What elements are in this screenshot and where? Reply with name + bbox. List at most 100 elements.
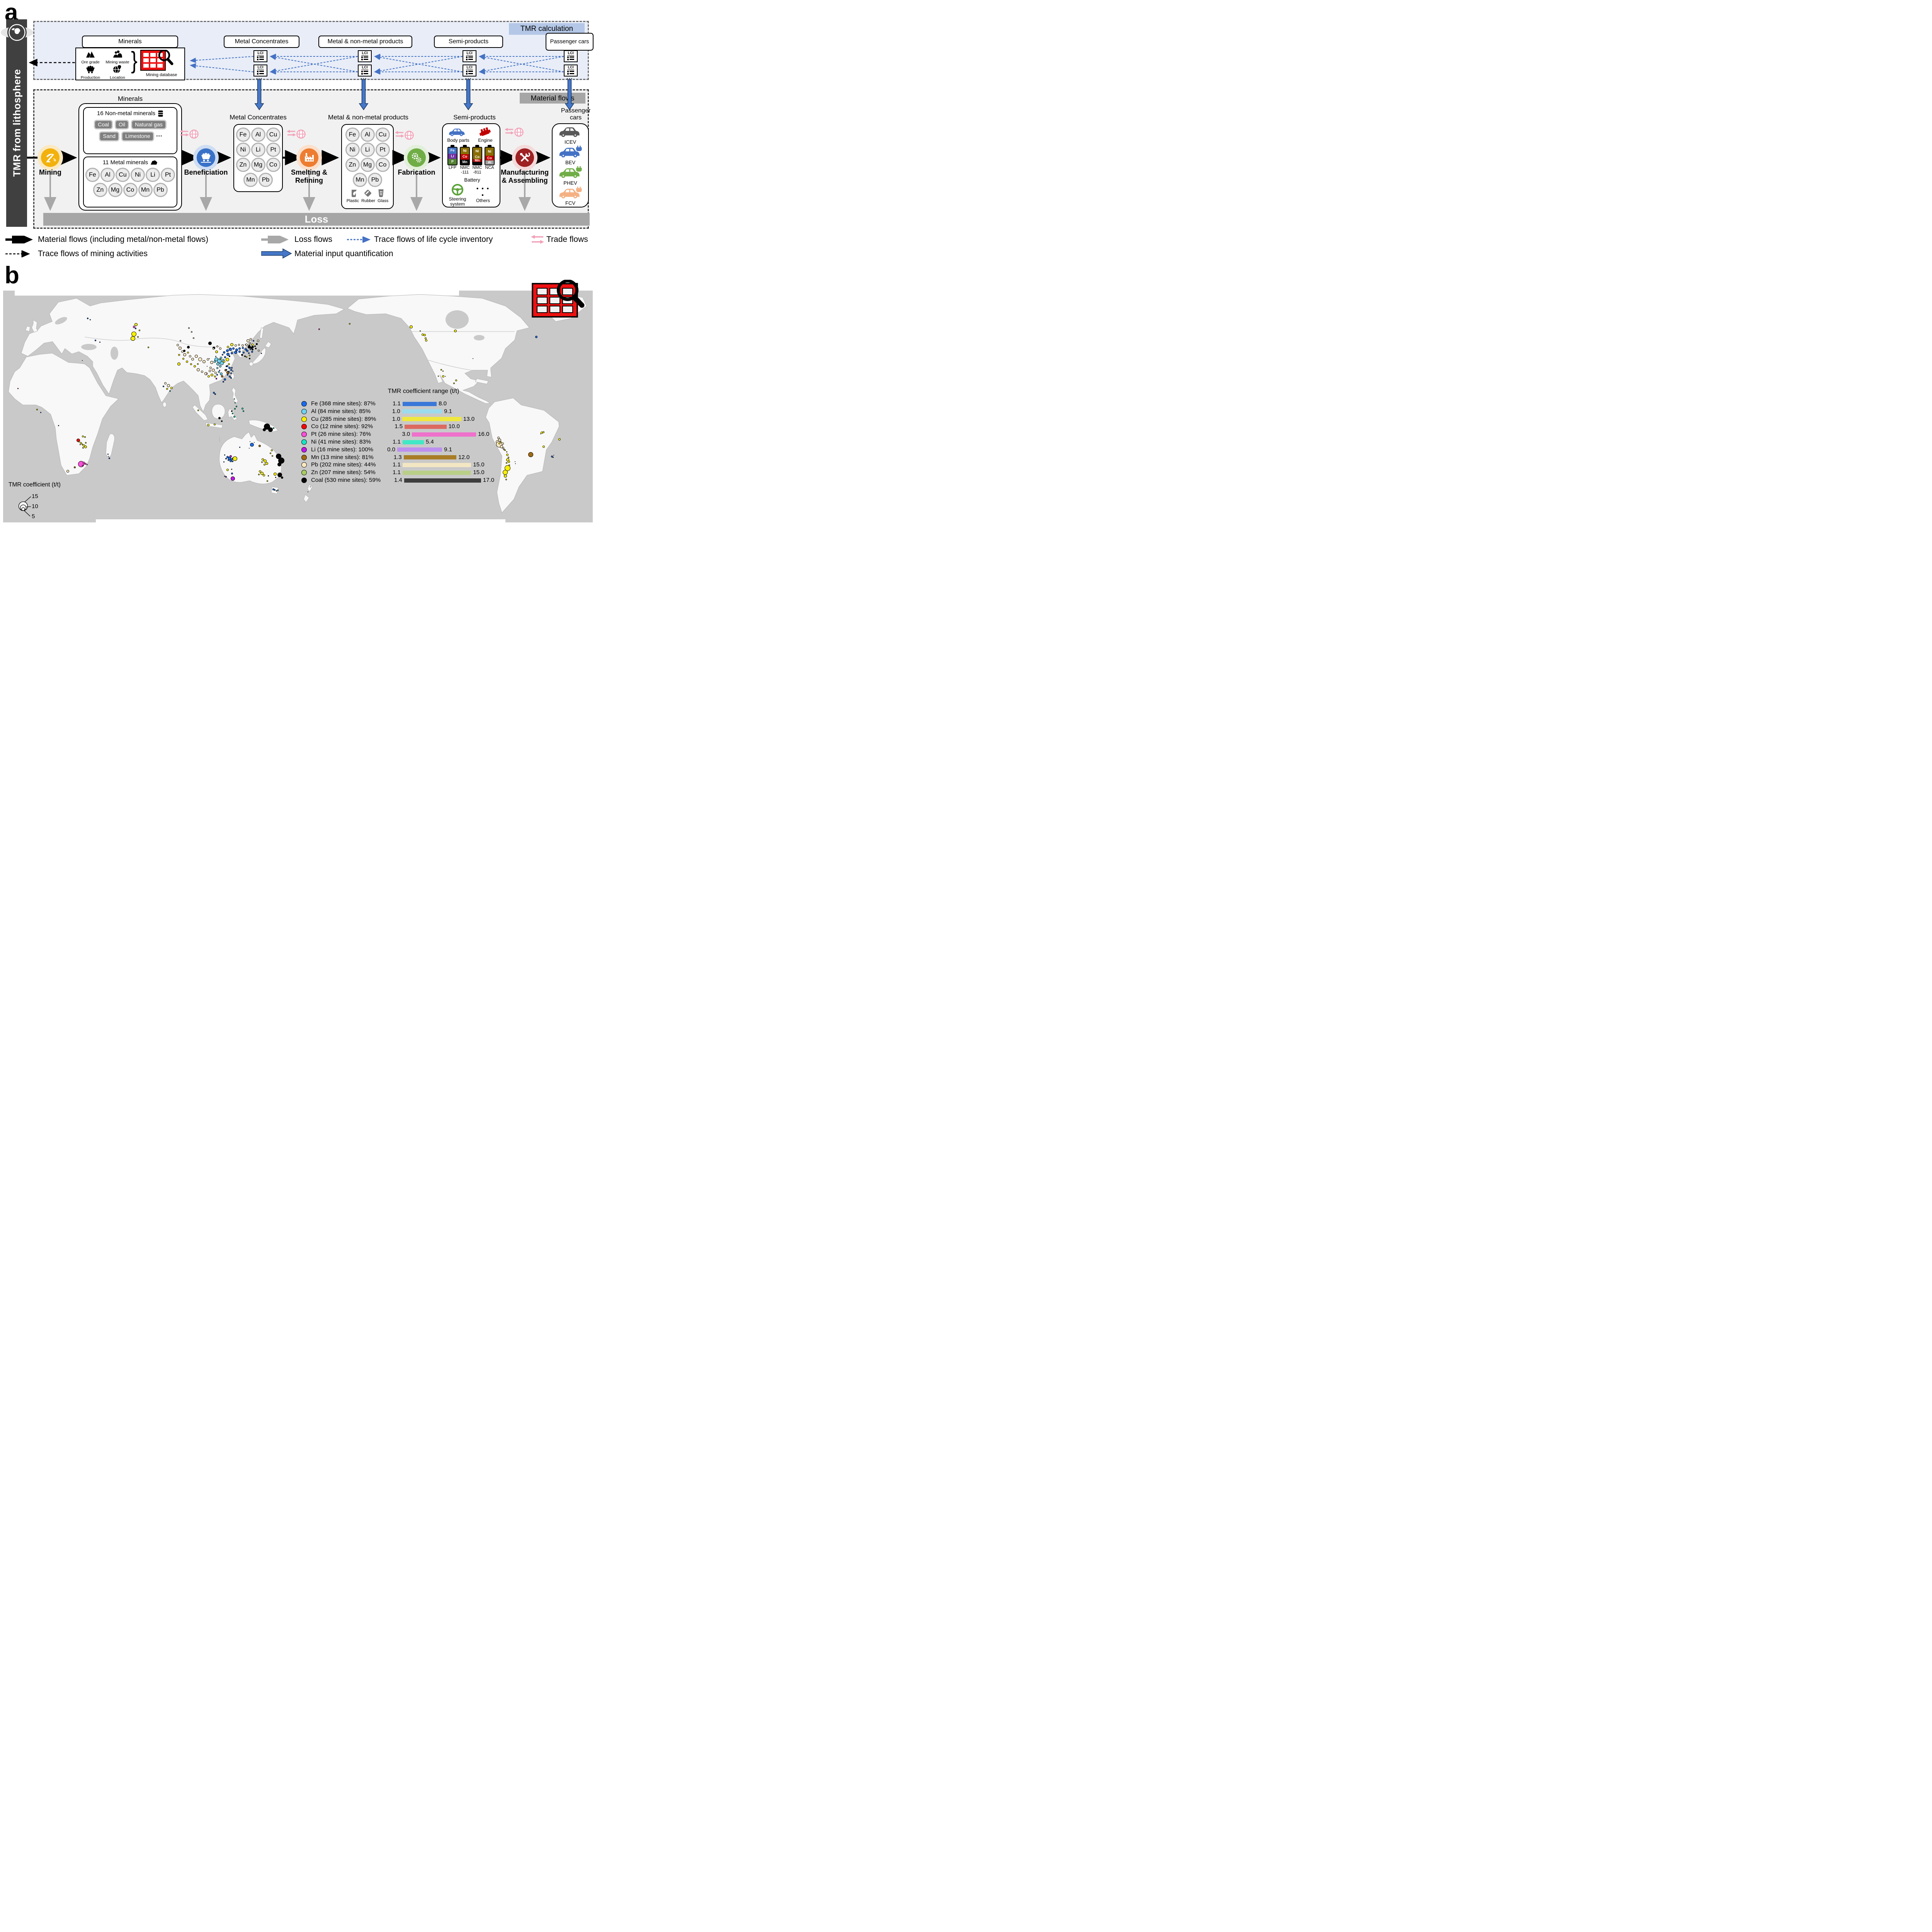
range-min: 1.3: [393, 454, 402, 461]
legend-loss-flows: Loss flows: [294, 235, 333, 244]
mine-site-al: [224, 475, 225, 477]
mine-site-fe: [227, 459, 230, 461]
mine-site-cu: [274, 473, 277, 476]
mine-site-cu: [261, 461, 263, 463]
svg-text:15: 15: [32, 493, 38, 500]
material-flows-arrow-icon: [5, 236, 33, 243]
mine-site-fe: [260, 352, 262, 354]
mineral-element: Co: [123, 183, 138, 197]
mine-site-cu: [263, 474, 265, 476]
car-phev-icon: PHEV: [553, 166, 588, 185]
mine-site-pb: [179, 347, 182, 350]
svg-text:10: 10: [32, 503, 38, 510]
mine-site-coal: [267, 475, 269, 476]
mine-site-fe: [89, 319, 91, 320]
figure: a TMR from lithosphere TMR calculation M…: [0, 0, 596, 523]
tmr-range-legend-title: TMR coefficient range (t/t): [388, 388, 459, 395]
mine-site-cu: [542, 431, 544, 433]
steering-icon: [452, 184, 463, 196]
mine-site-cu: [197, 410, 199, 411]
mine-site-cu: [506, 462, 507, 464]
mine-site-li: [216, 378, 217, 379]
range-min: 1.5: [395, 423, 403, 430]
stage-label: Manufacturing & Assembling: [501, 168, 549, 184]
mine-site-coal: [250, 347, 253, 349]
mine-site-cu: [543, 446, 545, 448]
production-label: Production: [80, 75, 100, 80]
mine-site-coal: [218, 417, 221, 419]
mine-site-cu: [230, 343, 233, 346]
mine-site-pb: [212, 347, 214, 350]
range-bar-co: [405, 424, 447, 429]
mine-site-cu: [442, 375, 444, 378]
mine-site-fe: [238, 347, 241, 350]
mine-site-cu: [166, 388, 168, 390]
concentrate-element: Zn: [236, 158, 250, 172]
mineral-element: Li: [146, 168, 160, 182]
stage-icon-fabrication: [407, 148, 426, 167]
mine-site-cu: [419, 330, 421, 332]
mine-site-coal: [229, 355, 230, 357]
mine-site-cu: [215, 350, 218, 353]
glass-icon: [378, 189, 384, 197]
mine-site-fe: [109, 457, 110, 459]
mine-site-cu: [455, 379, 457, 381]
metal-concentrates-box: Fe Al Cu Ni Li Pt Zn Mg Co Mn Pb: [233, 124, 283, 192]
range-max: 16.0: [478, 431, 490, 438]
product-element: Cu: [375, 128, 390, 142]
lci-document-icon: LCI: [358, 50, 372, 62]
mine-site-fe: [87, 318, 88, 319]
mine-site-pb: [210, 361, 213, 364]
mine-site-fe: [227, 374, 228, 376]
stage-icon-mining: [41, 148, 60, 167]
svg-text:5: 5: [32, 513, 35, 520]
range-max: 15.0: [473, 461, 485, 468]
mine-site-fe: [225, 458, 227, 459]
concentrate-element: Li: [251, 143, 265, 157]
minerals-title: Minerals: [117, 95, 143, 102]
mine-site-coal: [208, 341, 212, 345]
mine-site-coal: [255, 343, 258, 345]
mine-site-pb: [207, 358, 209, 361]
mine-site-cu: [277, 473, 279, 474]
products-box: Fe Al Cu Ni Li Pt Zn Mg Co Mn Pb Plastic Rubber Gl…: [341, 124, 394, 209]
mine-site-cu: [498, 442, 500, 444]
mine-site-pb: [189, 355, 191, 357]
mine-site-cu: [505, 479, 507, 480]
mine-site-cu: [506, 451, 507, 452]
mine-site-pt: [133, 326, 135, 328]
material-input-arrows: [254, 79, 575, 111]
mine-site-pb: [212, 369, 215, 372]
mine-site-cu: [182, 357, 184, 360]
legend-dot-zn: [301, 470, 307, 476]
mine-site-cu: [265, 462, 268, 465]
mine-site-pb: [188, 327, 190, 329]
mine-site-ni: [209, 358, 210, 359]
lci-document-icon: LCI: [358, 65, 372, 77]
range-min: 1.1: [393, 439, 401, 445]
mine-site-li: [230, 455, 232, 457]
mine-site-fe: [231, 352, 233, 354]
mine-site-pb: [183, 353, 186, 356]
mining-database-label: Mining database: [146, 73, 177, 77]
mine-site-coal: [249, 358, 250, 359]
product-element: Pb: [368, 173, 382, 187]
mine-site-coal: [187, 345, 190, 349]
range-bar-fe: [403, 401, 437, 406]
mine-site-fe: [230, 372, 232, 374]
mine-site-fe: [551, 455, 553, 457]
mine-site-co: [76, 438, 80, 442]
range-min: 1.1: [393, 469, 401, 476]
engine-icon: [479, 127, 491, 136]
lci-document-icon: LCI: [463, 50, 476, 62]
semi-products-title: Semi-products: [453, 114, 496, 121]
mine-site-li: [225, 476, 227, 478]
mine-site-fe: [250, 349, 251, 350]
nonmetal-chip: Oil: [115, 119, 129, 129]
mine-site-cu: [227, 346, 229, 348]
mine-site-cu: [207, 424, 209, 426]
mine-site-mn: [73, 466, 76, 468]
mine-site-fe: [163, 386, 164, 387]
mine-site-cu: [259, 470, 261, 473]
legend-series-label: Fe (368 mine sites): 87%: [311, 400, 376, 407]
